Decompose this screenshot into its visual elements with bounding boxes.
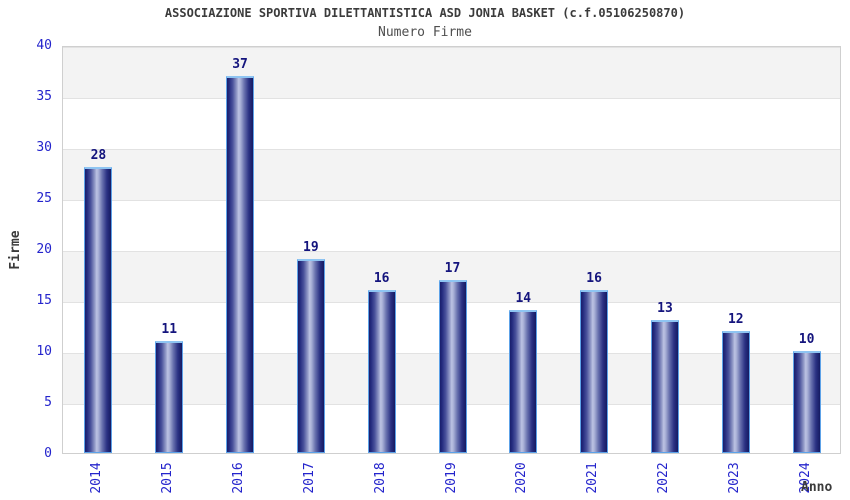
- bar-2024: [792, 351, 821, 453]
- x-axis-title: Anno: [801, 480, 833, 495]
- bar-2016: [226, 75, 255, 453]
- x-tick-2019: 2019: [443, 462, 459, 494]
- y-tick-35: 35: [36, 89, 52, 104]
- bar-2017: [296, 259, 325, 453]
- value-label-2020: 14: [515, 291, 532, 307]
- y-tick-25: 25: [36, 191, 52, 206]
- value-label-2014: 28: [90, 148, 107, 164]
- value-label-2015: 11: [161, 321, 178, 337]
- bar-2022: [650, 320, 679, 453]
- y-tick-0: 0: [44, 446, 52, 461]
- x-tick-2020: 2020: [514, 462, 530, 494]
- x-tick-2017: 2017: [301, 462, 317, 494]
- x-tick-2023: 2023: [726, 462, 742, 494]
- bar-2014: [84, 167, 113, 453]
- bar-2019: [438, 279, 467, 453]
- x-tick-2018: 2018: [372, 462, 388, 494]
- value-label-2021: 16: [586, 270, 602, 286]
- y-tick-10: 10: [36, 344, 52, 359]
- value-label-2017: 19: [303, 240, 319, 256]
- bar-2020: [509, 310, 538, 453]
- x-tick-2022: 2022: [655, 462, 671, 494]
- plot-area: 28 11 37 19 16 17 14 16 13 12 10: [62, 46, 841, 454]
- bar-2018: [367, 289, 396, 453]
- x-tick-2014: 2014: [89, 462, 105, 494]
- value-label-2018: 16: [373, 270, 390, 286]
- value-label-2023: 12: [727, 311, 744, 327]
- x-tick-2016: 2016: [231, 462, 247, 494]
- y-tick-15: 15: [36, 293, 52, 308]
- bar-2023: [721, 330, 750, 453]
- y-tick-5: 5: [44, 395, 52, 410]
- bar-2015: [155, 340, 184, 453]
- value-label-2022: 13: [657, 301, 673, 317]
- value-label-2019: 17: [444, 260, 461, 276]
- y-tick-30: 30: [36, 140, 52, 155]
- x-tick-2015: 2015: [160, 462, 176, 494]
- y-tick-40: 40: [36, 38, 52, 53]
- bar-2021: [580, 289, 609, 453]
- chart-subtitle: Numero Firme: [378, 25, 472, 40]
- y-tick-20: 20: [36, 242, 52, 257]
- chart-title: ASSOCIAZIONE SPORTIVA DILETTANTISTICA AS…: [164, 6, 686, 20]
- value-label-2016: 37: [232, 56, 248, 72]
- y-axis-title: Firme: [8, 230, 23, 270]
- value-label-2024: 10: [798, 332, 815, 347]
- x-tick-2021: 2021: [585, 462, 601, 494]
